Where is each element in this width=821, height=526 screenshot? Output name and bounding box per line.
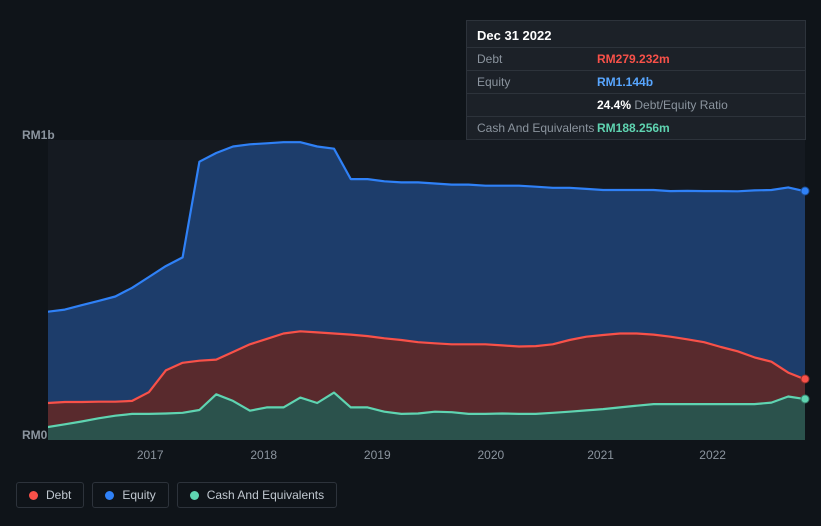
legend-item-cash-and-equivalents[interactable]: Cash And Equivalents — [177, 482, 337, 508]
tooltip-row: EquityRM1.144b — [467, 70, 805, 93]
tooltip-label: Equity — [477, 75, 597, 89]
tooltip-label: Cash And Equivalents — [477, 121, 597, 135]
legend-item-equity[interactable]: Equity — [92, 482, 168, 508]
chart-plot[interactable] — [48, 140, 805, 440]
legend-item-debt[interactable]: Debt — [16, 482, 84, 508]
tooltip-date: Dec 31 2022 — [467, 21, 805, 47]
chart-tooltip: Dec 31 2022 DebtRM279.232mEquityRM1.144b… — [466, 20, 806, 140]
x-tick: 2018 — [250, 448, 277, 462]
x-axis: 2017 2018 2019 2020 2021 2022 — [48, 448, 805, 468]
chart-legend: Debt Equity Cash And Equivalents — [16, 482, 337, 508]
chart-container: Dec 31 2022 DebtRM279.232mEquityRM1.144b… — [0, 0, 821, 526]
series-end-marker — [801, 187, 810, 196]
legend-label: Equity — [122, 488, 155, 502]
y-label-bottom: RM0 — [22, 428, 47, 442]
x-tick: 2021 — [587, 448, 614, 462]
tooltip-value: RM188.256m — [597, 121, 670, 135]
chart-area: RM1b RM0 — [16, 130, 805, 440]
tooltip-label: Debt — [477, 52, 597, 66]
legend-swatch — [105, 491, 114, 500]
legend-label: Debt — [46, 488, 71, 502]
x-tick: 2020 — [477, 448, 504, 462]
legend-label: Cash And Equivalents — [207, 488, 324, 502]
tooltip-value: RM279.232m — [597, 52, 670, 66]
x-tick: 2022 — [699, 448, 726, 462]
tooltip-row: Cash And EquivalentsRM188.256m — [467, 116, 805, 139]
series-end-marker — [801, 375, 810, 384]
x-tick: 2017 — [137, 448, 164, 462]
legend-swatch — [190, 491, 199, 500]
tooltip-row: DebtRM279.232m — [467, 47, 805, 70]
tooltip-value: 24.4% Debt/Equity Ratio — [597, 98, 728, 112]
series-end-marker — [801, 395, 810, 404]
tooltip-label — [477, 98, 597, 112]
x-tick: 2019 — [364, 448, 391, 462]
tooltip-row: 24.4% Debt/Equity Ratio — [467, 93, 805, 116]
tooltip-value: RM1.144b — [597, 75, 653, 89]
legend-swatch — [29, 491, 38, 500]
